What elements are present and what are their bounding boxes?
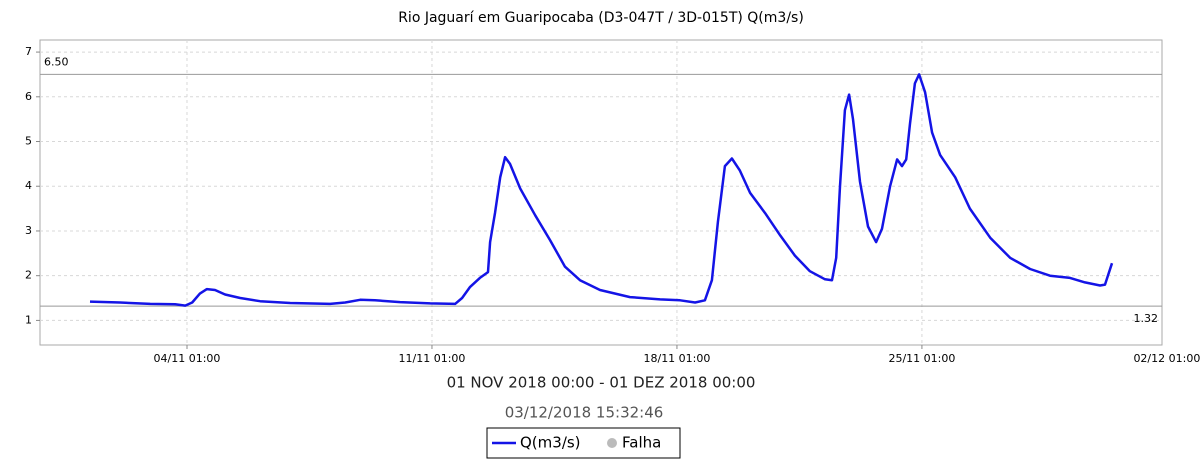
y-tick-label: 5	[25, 135, 32, 148]
y-tick-label: 4	[25, 179, 32, 192]
x-tick-label: 04/11 01:00	[154, 352, 221, 365]
y-tick-label: 6	[25, 90, 32, 103]
chart-title: Rio Jaguarí em Guaripocaba (D3-047T / 3D…	[398, 10, 804, 26]
x-tick-label: 18/11 01:00	[643, 352, 710, 365]
y-tick-label: 1	[25, 313, 32, 326]
y-tick-label: 3	[25, 224, 32, 237]
subtitle: 03/12/2018 15:32:46	[505, 404, 664, 422]
x-tick-label: 02/12 01:00	[1133, 352, 1200, 365]
reference-label: 1.32	[1134, 312, 1159, 325]
data-line	[89, 73, 1114, 307]
y-tick-label: 7	[25, 45, 32, 58]
reference-label: 6.50	[44, 55, 69, 68]
y-tick-label: 2	[25, 269, 32, 282]
legend-box	[486, 427, 681, 459]
legend-label: Falha	[622, 434, 661, 452]
x-tick-label: 11/11 01:00	[399, 352, 466, 365]
x-axis-label: 01 NOV 2018 00:00 - 01 DEZ 2018 00:00	[447, 374, 756, 392]
plot-area	[39, 39, 1163, 346]
legend-swatch	[607, 438, 617, 448]
legend-label: Q(m3/s)	[520, 434, 581, 452]
x-tick-label: 25/11 01:00	[888, 352, 955, 365]
